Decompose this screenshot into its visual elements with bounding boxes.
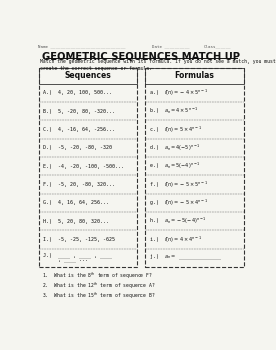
Text: Name ______________________________: Name ______________________________ [38,44,126,48]
Text: B.)  5, -20, 80, -320...: B.) 5, -20, 80, -320... [43,108,115,113]
Text: I.)  -5, -25, -125, -625: I.) -5, -25, -125, -625 [43,237,115,242]
Text: e.)  $a_n = 5(-4)^{n-1}$: e.) $a_n = 5(-4)^{n-1}$ [149,161,201,171]
Bar [145,68,244,84]
Text: G.)  4, 16, 64, 256...: G.) 4, 16, 64, 256... [43,200,109,205]
Text: J.)  ____ , ____ , ____: J.) ____ , ____ , ____ [43,252,112,258]
Text: a.)  $f(n) = -4 \times 5^{n-1}$: a.) $f(n) = -4 \times 5^{n-1}$ [149,88,208,98]
Text: g.)  $f(n) = -5 \times 4^{n-1}$: g.) $f(n) = -5 \times 4^{n-1}$ [149,197,208,208]
Text: Class______: Class______ [203,44,231,48]
Text: f.)  $f(n) = -5 \times 5^{n-1}$: f.) $f(n) = -5 \times 5^{n-1}$ [149,179,208,189]
Text: Match the geometric sequence with its formula. If you do not see a match, you mu: Match the geometric sequence with its fo… [40,59,276,71]
Text: 2.  What is the 12$^{th}$ term of sequence A?: 2. What is the 12$^{th}$ term of sequenc… [42,281,156,291]
Text: GEOMETRIC SEQUENCES MATCH UP: GEOMETRIC SEQUENCES MATCH UP [43,51,240,61]
Text: Formulas: Formulas [175,71,214,80]
Text: A.)  4, 20, 100, 500...: A.) 4, 20, 100, 500... [43,90,112,95]
Text: b.)  $a_n = 4 \times 5^{n-1}$: b.) $a_n = 4 \times 5^{n-1}$ [149,106,199,116]
Text: c.)  $f(n) = 5 \times 4^{n-1}$: c.) $f(n) = 5 \times 4^{n-1}$ [149,124,202,134]
Text: H.)  5, 20, 80, 320...: H.) 5, 20, 80, 320... [43,218,109,224]
Text: i.)  $f(n) = 4 \times 4^{n-1}$: i.) $f(n) = 4 \times 4^{n-1}$ [149,234,202,245]
Bar [39,68,137,267]
Text: C.)  4, -16, 64, -256...: C.) 4, -16, 64, -256... [43,127,115,132]
Bar [39,68,137,84]
Text: j.)  $a_n = $ ______________: j.) $a_n = $ ______________ [149,253,223,262]
Text: 1.  What is the 8$^{th}$ term of sequence F?: 1. What is the 8$^{th}$ term of sequence… [42,271,153,281]
Text: 3.  What is the 15$^{th}$ term of sequence B?: 3. What is the 15$^{th}$ term of sequenc… [42,291,156,301]
Text: Date __________: Date __________ [152,44,190,48]
Text: d.)  $a_n = 4(-5)^{n-1}$: d.) $a_n = 4(-5)^{n-1}$ [149,142,201,153]
Text: , ____ ...: , ____ ... [43,258,88,263]
Text: Sequences: Sequences [65,71,111,80]
Bar [145,68,244,267]
Text: h.)  $a_n = -5(-4)^{n-1}$: h.) $a_n = -5(-4)^{n-1}$ [149,216,207,226]
Text: D.)  -5, -20, -80, -320: D.) -5, -20, -80, -320 [43,145,112,150]
Text: F.)  -5, 20, -80, 320...: F.) -5, 20, -80, 320... [43,182,115,187]
Text: E.)  -4, -20, -100, -500...: E.) -4, -20, -100, -500... [43,163,124,169]
